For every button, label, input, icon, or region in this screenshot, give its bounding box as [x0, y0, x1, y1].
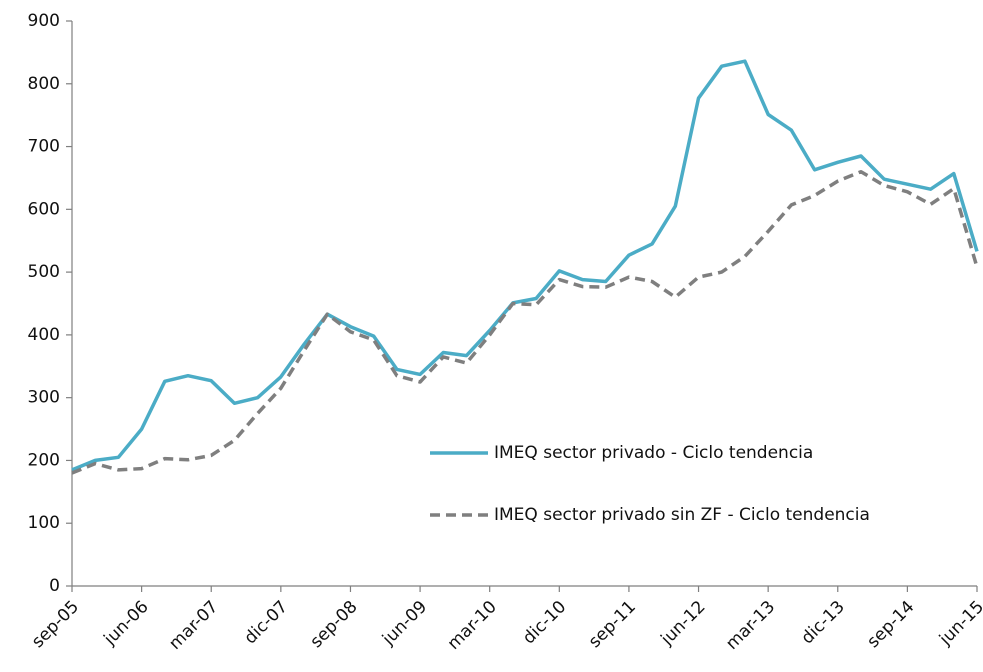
series-line: [71, 169, 979, 475]
x-tick-label: dic-10: [519, 597, 570, 648]
legend-label: IMEQ sector privado - Ciclo tendencia: [494, 443, 813, 463]
x-tick-label: mar-13: [722, 597, 779, 654]
x-tick-label: sep-14: [863, 597, 918, 652]
y-tick-label: 700: [28, 137, 60, 157]
y-tick-label: 300: [28, 388, 60, 408]
x-tick-label: sep-08: [306, 597, 361, 652]
x-tick-label: dic-13: [797, 597, 848, 648]
y-tick-label: 900: [28, 11, 60, 31]
x-tick-label: sep-05: [28, 597, 83, 652]
x-tick-label: jun-09: [378, 597, 431, 650]
x-tick-label: jun-12: [657, 597, 710, 650]
y-tick-label: 500: [28, 262, 60, 282]
legend-label: IMEQ sector privado sin ZF - Ciclo tende…: [494, 505, 870, 525]
y-tick-label: 400: [28, 325, 60, 345]
y-tick-label: 200: [28, 450, 60, 470]
x-tick-label: mar-10: [444, 597, 501, 654]
series-line: [71, 59, 979, 472]
y-tick-label: 600: [28, 199, 60, 219]
x-tick-label: jun-06: [100, 597, 153, 650]
y-tick-label: 100: [28, 513, 60, 533]
y-tick-label: 800: [28, 74, 60, 94]
x-tick-label: mar-07: [165, 597, 222, 654]
x-tick-label: jun-15: [935, 597, 983, 650]
y-tick-label: 0: [49, 576, 60, 596]
x-tick-label: dic-07: [241, 597, 292, 648]
x-tick-label: sep-11: [585, 597, 640, 652]
